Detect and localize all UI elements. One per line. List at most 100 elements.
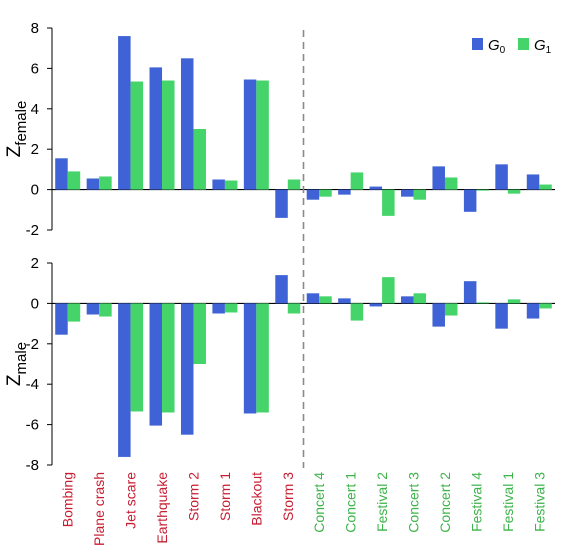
bar-G1-storm-3 xyxy=(287,303,301,314)
bar-G0-festival-1 xyxy=(495,303,508,329)
category-label: Festival 2 xyxy=(374,472,390,532)
bar-G0-festival-2 xyxy=(369,186,383,190)
y-tick-label: 4 xyxy=(31,101,39,118)
bar-G1-festival-2 xyxy=(382,277,395,304)
legend-label: G0 xyxy=(488,37,506,56)
bar-G0-festival-3 xyxy=(526,303,540,319)
category-label: Festival 1 xyxy=(500,472,516,532)
panel-female: -2 0 2 4 6 8 Zfemale xyxy=(4,20,555,239)
bar-G1-bombing xyxy=(67,303,81,322)
panel-male: -8 -6 -4 -2 0 2 Zmale xyxy=(4,255,555,474)
y-tick-label: 6 xyxy=(31,60,39,77)
bar-G1-concert-4 xyxy=(319,189,332,197)
bar-G1-festival-1 xyxy=(507,299,521,304)
bar-G1-concert-1 xyxy=(350,172,364,190)
category-label: Concert 3 xyxy=(406,472,422,533)
bar-G1-blackout xyxy=(256,80,269,190)
bar-G1-plane-crash xyxy=(99,176,112,190)
bar-G1-jet-scare xyxy=(130,303,144,412)
category-label: Blackout xyxy=(248,472,264,526)
bar-G0-storm-3 xyxy=(275,189,288,218)
bar-G1-storm-1 xyxy=(224,180,238,190)
bar-G0-concert-3 xyxy=(401,296,414,304)
y-tick-label: -4 xyxy=(26,376,39,393)
bar-G0-blackout xyxy=(243,79,257,190)
bar-G0-jet-scare xyxy=(118,36,131,190)
bar-G1-bombing xyxy=(67,171,81,190)
y-tick-label: -2 xyxy=(26,222,39,239)
category-label: Concert 2 xyxy=(437,472,453,533)
bar-G1-storm-1 xyxy=(224,303,238,313)
bar-G1-concert-3 xyxy=(413,189,427,200)
bar-G1-storm-3 xyxy=(287,179,301,190)
y-tick-label: 2 xyxy=(31,255,39,272)
bar-G1-festival-3 xyxy=(539,184,552,190)
bar-G1-concert-1 xyxy=(350,303,364,321)
category-label: Jet scare xyxy=(123,472,139,529)
bar-G0-storm-3 xyxy=(275,275,288,304)
y-tick-label: -8 xyxy=(26,457,39,474)
bar-G1-storm-2 xyxy=(193,129,206,190)
bar-G0-bombing xyxy=(55,303,68,335)
bar-G0-storm-1 xyxy=(212,179,225,190)
bar-G1-earthquake xyxy=(162,80,175,190)
bar-G0-concert-1 xyxy=(338,189,351,195)
bar-G1-festival-4 xyxy=(476,189,489,191)
bar-G0-earthquake xyxy=(149,303,163,426)
bar-G1-concert-4 xyxy=(319,296,332,304)
y-axis-label: Zfemale xyxy=(4,101,30,158)
bar-G0-earthquake xyxy=(149,67,163,190)
bar-G1-festival-4 xyxy=(476,302,489,304)
bar-G0-festival-4 xyxy=(463,189,477,212)
bar-G0-storm-2 xyxy=(180,58,194,190)
bar-G1-festival-1 xyxy=(507,189,521,194)
bar-G0-concert-2 xyxy=(432,303,445,327)
bar-G1-storm-2 xyxy=(193,303,206,364)
bar-G0-concert-2 xyxy=(432,166,445,190)
y-tick-label: 2 xyxy=(31,141,39,158)
bar-G0-concert-4 xyxy=(306,189,320,200)
bar-G0-concert-1 xyxy=(338,298,351,304)
category-label: Storm 2 xyxy=(185,472,201,521)
category-label: Concert 4 xyxy=(311,472,327,533)
category-label: Festival 3 xyxy=(531,472,547,532)
y-tick-label: 0 xyxy=(31,182,39,199)
bar-G0-plane-crash xyxy=(86,303,100,315)
bar-G0-plane-crash xyxy=(86,178,100,190)
category-label: Plane crash xyxy=(91,472,107,546)
bar-G0-festival-3 xyxy=(526,174,540,190)
category-label: Festival 4 xyxy=(468,472,484,532)
category-label: Storm 3 xyxy=(280,472,296,521)
bar-G0-storm-1 xyxy=(212,303,225,314)
bar-G0-bombing xyxy=(55,158,68,190)
bar-G0-storm-2 xyxy=(180,303,194,435)
bar-G1-concert-3 xyxy=(413,293,427,304)
bar-G0-festival-2 xyxy=(369,303,383,307)
bar-G0-jet-scare xyxy=(118,303,131,457)
bar-G1-festival-2 xyxy=(382,189,395,216)
category-label: Storm 1 xyxy=(217,472,233,521)
bar-G0-concert-3 xyxy=(401,189,414,197)
bar-G0-concert-4 xyxy=(306,293,320,304)
bar-G1-blackout xyxy=(256,303,269,413)
category-label: Earthquake xyxy=(154,472,170,544)
bar-G1-festival-3 xyxy=(539,303,552,309)
bar-G0-festival-1 xyxy=(495,164,508,190)
legend-swatch xyxy=(518,38,529,50)
y-axis-label: Zmale xyxy=(4,342,30,386)
bar-G0-blackout xyxy=(243,303,257,414)
legend-swatch xyxy=(472,38,483,50)
bar-G1-plane-crash xyxy=(99,303,112,317)
legend-label: G1 xyxy=(534,37,552,56)
y-tick-label: 8 xyxy=(31,20,39,37)
bar-G1-jet-scare xyxy=(130,81,144,190)
bar-G1-concert-2 xyxy=(444,303,458,316)
bar-G1-earthquake xyxy=(162,303,175,413)
category-label: Concert 1 xyxy=(343,472,359,533)
y-tick-label: -2 xyxy=(26,336,39,353)
y-tick-label: 0 xyxy=(31,295,39,312)
y-tick-label: -6 xyxy=(26,417,39,434)
bar-G0-festival-4 xyxy=(463,281,477,304)
bar-G1-concert-2 xyxy=(444,177,458,190)
